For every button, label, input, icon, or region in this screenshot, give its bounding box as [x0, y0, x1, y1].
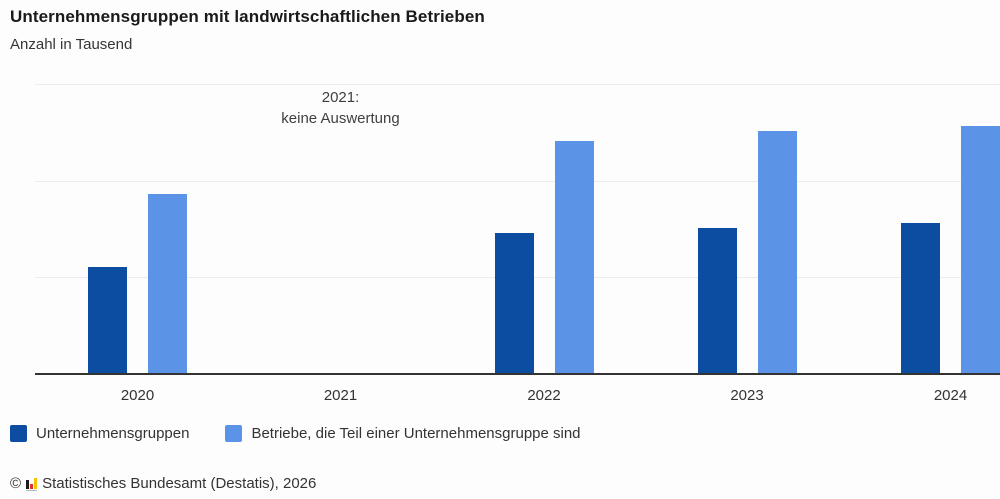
- bar-betriebe-2024[interactable]: [961, 126, 1000, 373]
- chart-subtitle: Anzahl in Tausend: [10, 36, 133, 53]
- bar-unternehmensgruppen-2022[interactable]: [494, 233, 534, 373]
- bar-betriebe-2023[interactable]: [757, 131, 797, 373]
- legend-swatch-light-blue-icon: [225, 425, 243, 442]
- legend-label: Unternehmensgruppen: [36, 425, 190, 442]
- legend-item-unternehmensgruppen[interactable]: Unternehmensgruppen: [10, 425, 189, 442]
- legend-label: Betriebe, die Teil einer Unternehmensgru…: [251, 425, 581, 442]
- destatis-bars-icon: [26, 476, 38, 491]
- bar-betriebe-2020[interactable]: [148, 194, 187, 373]
- x-tick-2024: 2024: [933, 387, 968, 404]
- x-tick-2023: 2023: [730, 387, 764, 404]
- annotation-2021: 2021: keine Auswertung: [281, 87, 399, 129]
- plot-area: 2021: keine Auswertung 2020 2021 2022 2023 2…: [35, 84, 1000, 404]
- bar-unternehmensgruppen-2020[interactable]: [88, 267, 127, 373]
- annotation-line-2: keine Auswertung: [281, 110, 400, 127]
- annotation-line-1: 2021:: [321, 89, 360, 106]
- gridline: [35, 84, 1000, 85]
- x-axis-line: [35, 373, 1000, 375]
- legend: Unternehmensgruppen Betriebe, die Teil e…: [10, 425, 581, 442]
- copyright-text: Statistisches Bundesamt (Destatis), 2026: [42, 475, 317, 492]
- bar-unternehmensgruppen-2024[interactable]: [901, 223, 940, 373]
- legend-swatch-dark-blue-icon: [10, 425, 27, 442]
- x-tick-2022: 2022: [527, 387, 561, 404]
- legend-item-betriebe[interactable]: Betriebe, die Teil einer Unternehmensgru…: [225, 425, 581, 442]
- bar-betriebe-2022[interactable]: [554, 141, 594, 373]
- bar-unternehmensgruppen-2023[interactable]: [697, 228, 737, 373]
- copyright-line: © Statistisches Bundesamt (Destatis), 20…: [10, 475, 316, 492]
- x-tick-2021: 2021: [323, 387, 358, 404]
- x-tick-2020: 2020: [120, 387, 155, 404]
- page-title: Unternehmensgruppen mit landwirtschaftli…: [10, 7, 485, 26]
- copyright-symbol: ©: [10, 475, 22, 492]
- gridline: [35, 180, 1000, 182]
